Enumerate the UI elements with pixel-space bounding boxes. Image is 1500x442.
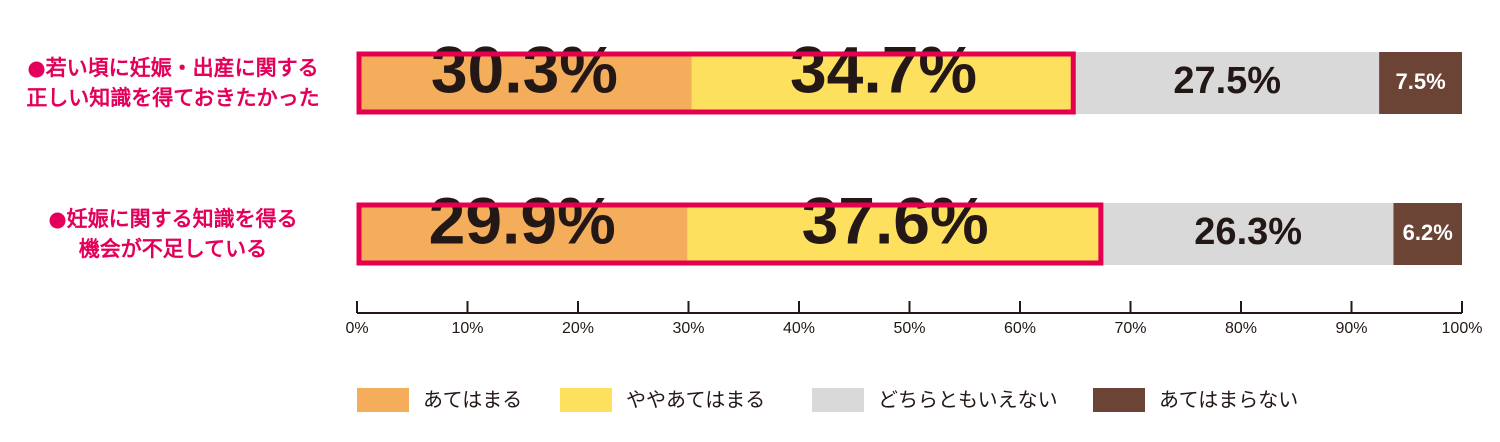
value-label: 34.7% [790, 32, 977, 106]
category-label: ●若い頃に妊娠・出産に関する 正しい知識を得ておきたかった [26, 56, 320, 110]
legend-label: あてはまらない [1159, 389, 1298, 411]
value-label: 27.5% [1173, 60, 1281, 102]
x-tick-label: 60% [1004, 320, 1036, 337]
value-label: 29.9% [429, 183, 616, 257]
value-label: 7.5% [1395, 69, 1445, 94]
bar-segment [357, 52, 692, 114]
bar-segment [1075, 52, 1380, 114]
legend-label: あてはまる [423, 389, 522, 411]
x-tick-label: 80% [1225, 320, 1257, 337]
highlight-outline [356, 51, 1076, 115]
value-label: 30.3% [431, 32, 618, 106]
legend-swatch [812, 388, 864, 412]
value-label: 26.3% [1194, 211, 1302, 253]
legend-label: ややあてはまる [626, 389, 765, 411]
x-tick-label: 50% [893, 320, 925, 337]
legend-swatch [1093, 388, 1145, 412]
legend-label: どちらともいえない [878, 388, 1058, 411]
x-tick-label: 30% [672, 320, 704, 337]
x-tick-label: 100% [1442, 320, 1483, 337]
bar-segment [1379, 52, 1462, 114]
legend-swatch [560, 388, 612, 412]
x-tick-label: 20% [562, 320, 594, 337]
value-label: 37.6% [802, 183, 989, 257]
x-tick-label: 70% [1114, 320, 1146, 337]
bar-segment [1393, 203, 1462, 265]
legend-swatch [357, 388, 409, 412]
x-tick-label: 90% [1335, 320, 1367, 337]
x-tick-label: 10% [451, 320, 483, 337]
bar-segment [691, 52, 1076, 114]
x-tick-label: 0% [345, 320, 368, 337]
x-tick-label: 40% [783, 320, 815, 337]
category-label: ●妊娠に関する知識を得る 機会が不足している [48, 207, 298, 261]
highlight-outline [356, 202, 1104, 266]
bar-segment [357, 203, 688, 265]
bar-segment [687, 203, 1103, 265]
value-label: 6.2% [1403, 220, 1453, 245]
bar-segment [1102, 203, 1394, 265]
